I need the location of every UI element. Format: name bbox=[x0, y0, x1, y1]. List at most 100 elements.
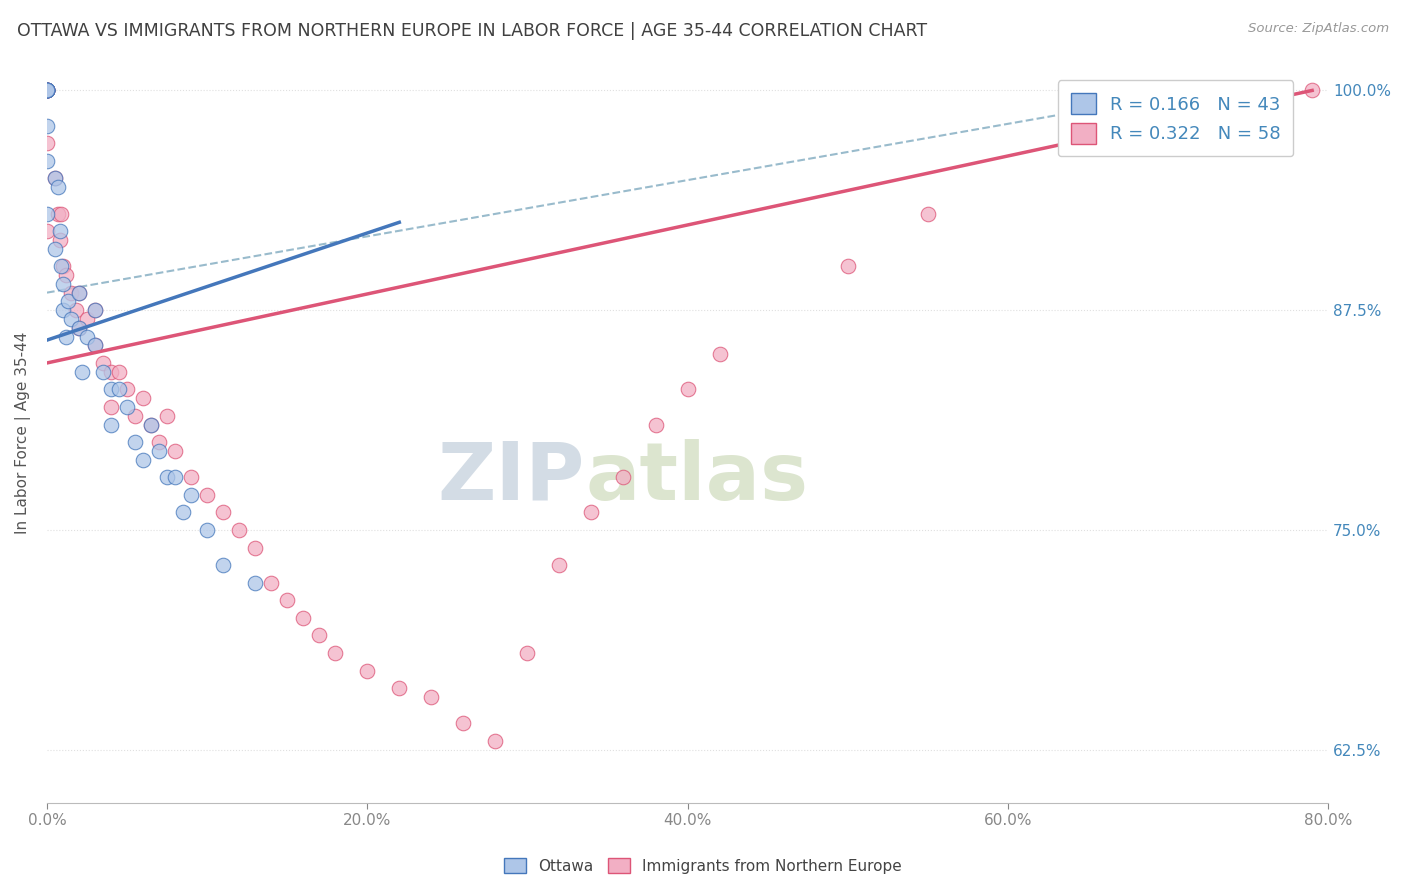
Point bbox=[76, 329, 98, 343]
Point bbox=[84, 338, 107, 352]
Point bbox=[35, 83, 58, 97]
Point bbox=[243, 575, 266, 590]
Point bbox=[35, 83, 58, 97]
Point bbox=[84, 338, 107, 352]
Point bbox=[100, 417, 122, 432]
Point bbox=[67, 320, 90, 334]
Point bbox=[837, 259, 859, 273]
Point bbox=[100, 400, 122, 414]
Point bbox=[1301, 83, 1323, 97]
Point bbox=[388, 681, 411, 696]
Point bbox=[581, 505, 603, 519]
Point bbox=[44, 171, 66, 186]
Point bbox=[51, 259, 73, 273]
Point bbox=[1237, 92, 1260, 106]
Point bbox=[156, 470, 179, 484]
Point bbox=[55, 329, 77, 343]
Point bbox=[148, 435, 170, 450]
Point bbox=[44, 242, 66, 256]
Point bbox=[35, 83, 58, 97]
Point bbox=[35, 83, 58, 97]
Point bbox=[44, 171, 66, 186]
Point bbox=[56, 294, 79, 309]
Point bbox=[180, 488, 202, 502]
Point bbox=[35, 83, 58, 97]
Point bbox=[228, 523, 250, 537]
Point bbox=[35, 83, 58, 97]
Point bbox=[165, 443, 187, 458]
Point bbox=[420, 690, 443, 704]
Point bbox=[52, 303, 75, 318]
Point bbox=[212, 558, 235, 573]
Point bbox=[260, 575, 283, 590]
Point bbox=[100, 382, 122, 396]
Text: atlas: atlas bbox=[585, 439, 808, 516]
Point bbox=[35, 119, 58, 133]
Point bbox=[124, 435, 146, 450]
Y-axis label: In Labor Force | Age 35-44: In Labor Force | Age 35-44 bbox=[15, 332, 31, 534]
Text: OTTAWA VS IMMIGRANTS FROM NORTHERN EUROPE IN LABOR FORCE | AGE 35-44 CORRELATION: OTTAWA VS IMMIGRANTS FROM NORTHERN EUROP… bbox=[17, 22, 927, 40]
Point bbox=[67, 320, 90, 334]
Point bbox=[212, 505, 235, 519]
Point bbox=[132, 452, 155, 467]
Point bbox=[67, 285, 90, 300]
Point bbox=[35, 83, 58, 97]
Point bbox=[35, 83, 58, 97]
Point bbox=[115, 382, 138, 396]
Point bbox=[165, 470, 187, 484]
Point bbox=[108, 382, 131, 396]
Point bbox=[51, 206, 73, 220]
Point bbox=[308, 628, 330, 642]
Point bbox=[46, 206, 69, 220]
Point bbox=[148, 443, 170, 458]
Point bbox=[132, 391, 155, 405]
Point bbox=[516, 646, 538, 660]
Point bbox=[917, 206, 939, 220]
Point bbox=[115, 400, 138, 414]
Point bbox=[91, 365, 114, 379]
Point bbox=[108, 365, 131, 379]
Point bbox=[84, 303, 107, 318]
Point bbox=[548, 558, 571, 573]
Point bbox=[35, 153, 58, 168]
Point bbox=[195, 488, 218, 502]
Point bbox=[100, 365, 122, 379]
Point bbox=[59, 285, 82, 300]
Point bbox=[243, 541, 266, 555]
Point bbox=[35, 206, 58, 220]
Point bbox=[195, 523, 218, 537]
Point bbox=[35, 136, 58, 151]
Point bbox=[612, 470, 634, 484]
Point bbox=[484, 734, 506, 748]
Point bbox=[70, 365, 93, 379]
Point bbox=[49, 233, 72, 247]
Point bbox=[139, 417, 162, 432]
Point bbox=[709, 347, 731, 361]
Point bbox=[676, 382, 699, 396]
Point bbox=[35, 83, 58, 97]
Point bbox=[156, 409, 179, 423]
Point bbox=[323, 646, 346, 660]
Point bbox=[91, 356, 114, 370]
Point bbox=[172, 505, 194, 519]
Point bbox=[35, 83, 58, 97]
Point bbox=[46, 180, 69, 194]
Point bbox=[35, 83, 58, 97]
Point bbox=[52, 259, 75, 273]
Point bbox=[139, 417, 162, 432]
Point bbox=[35, 83, 58, 97]
Point bbox=[124, 409, 146, 423]
Legend: Ottawa, Immigrants from Northern Europe: Ottawa, Immigrants from Northern Europe bbox=[498, 852, 908, 880]
Text: ZIP: ZIP bbox=[437, 439, 585, 516]
Point bbox=[49, 224, 72, 238]
Point bbox=[84, 303, 107, 318]
Point bbox=[180, 470, 202, 484]
Point bbox=[276, 593, 298, 607]
Point bbox=[35, 224, 58, 238]
Point bbox=[644, 417, 666, 432]
Point bbox=[52, 277, 75, 291]
Legend: R = 0.166   N = 43, R = 0.322   N = 58: R = 0.166 N = 43, R = 0.322 N = 58 bbox=[1057, 80, 1294, 156]
Point bbox=[35, 83, 58, 97]
Text: Source: ZipAtlas.com: Source: ZipAtlas.com bbox=[1249, 22, 1389, 36]
Point bbox=[65, 303, 87, 318]
